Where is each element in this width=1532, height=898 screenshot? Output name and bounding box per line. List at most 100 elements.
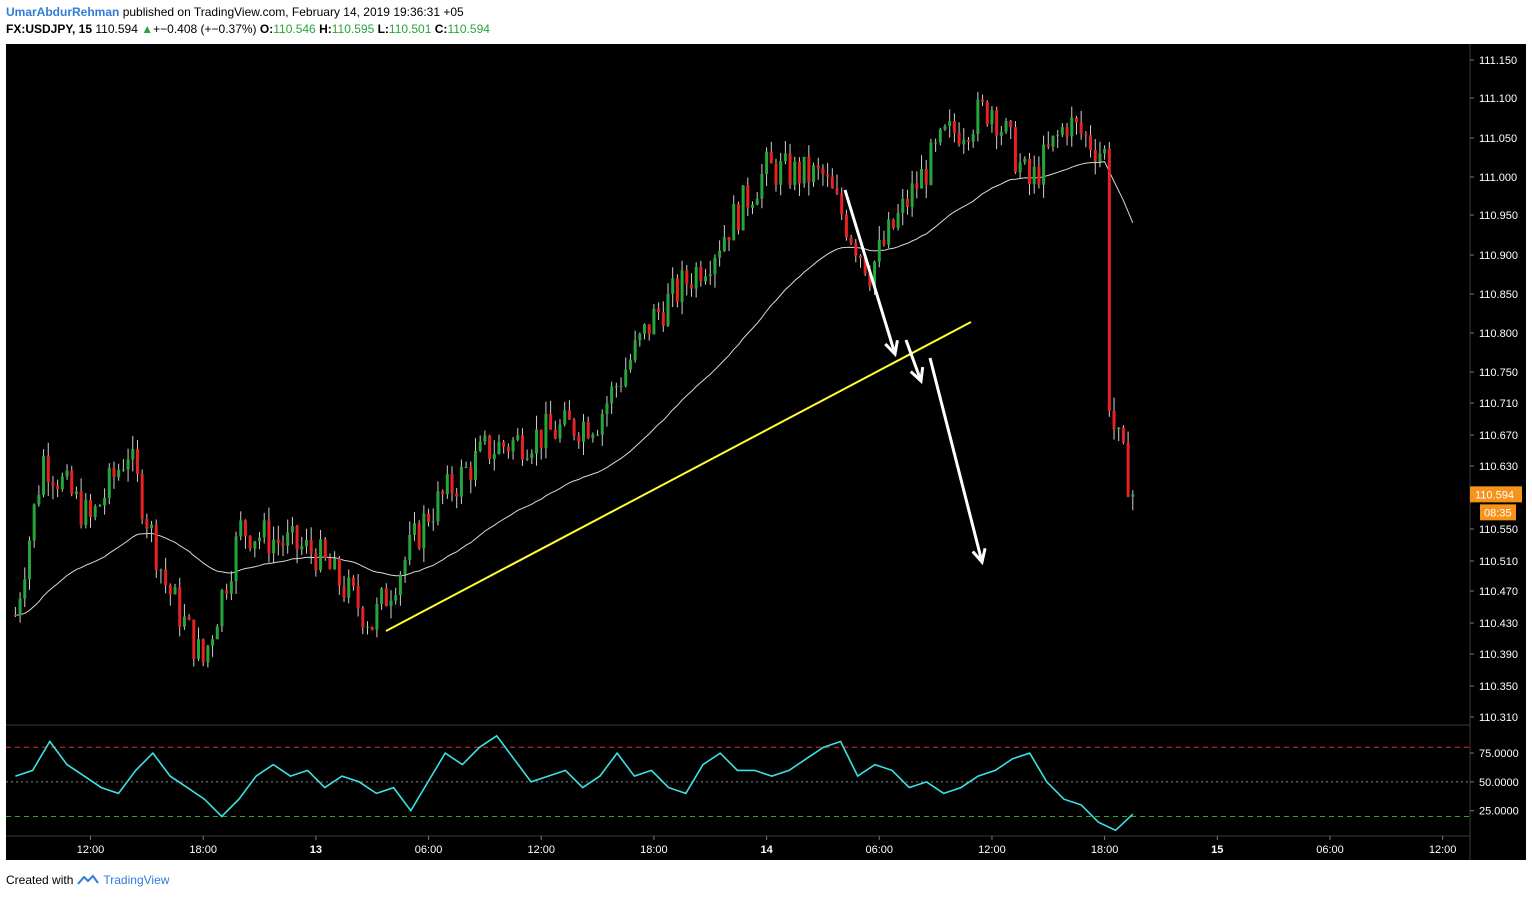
candle-up bbox=[760, 173, 764, 199]
candle-down bbox=[1112, 411, 1116, 430]
candle-down bbox=[1121, 427, 1125, 443]
candle-down bbox=[572, 419, 576, 436]
candle-up bbox=[333, 558, 337, 570]
time-tick-label: 12:00 bbox=[978, 844, 1006, 856]
candle-down bbox=[13, 615, 17, 616]
candle-down bbox=[844, 214, 848, 238]
change-value: +−0.408 (+−0.37%) bbox=[153, 22, 257, 36]
change-arrow-icon: ▲ bbox=[141, 22, 154, 36]
time-tick-label: 15 bbox=[1211, 844, 1223, 856]
rsi-tick-label: 25.0000 bbox=[1479, 806, 1519, 818]
candle-up bbox=[497, 442, 501, 454]
open-label: O: bbox=[259, 22, 274, 36]
candle-up bbox=[459, 466, 463, 497]
price-tick-label: 111.050 bbox=[1479, 133, 1517, 145]
candle-down bbox=[140, 473, 144, 520]
candle-up bbox=[558, 424, 562, 439]
candle-up bbox=[304, 539, 308, 547]
candle-down bbox=[441, 491, 445, 495]
current-price-label: 110.594 bbox=[1475, 489, 1514, 501]
candle-up bbox=[704, 276, 708, 282]
candle-down bbox=[267, 520, 271, 554]
candle-up bbox=[253, 541, 257, 549]
candle-down bbox=[854, 242, 858, 256]
candle-up bbox=[614, 386, 618, 388]
last-price: 110.594 bbox=[95, 22, 138, 36]
time-tick-label: 18:00 bbox=[640, 844, 668, 856]
time-tick-label: 12:00 bbox=[527, 844, 555, 856]
candle-down bbox=[1107, 148, 1111, 411]
publish-line: UmarAbdurRehman published on TradingView… bbox=[6, 5, 464, 19]
price-tick-label: 111.100 bbox=[1479, 93, 1517, 105]
price-tick-label: 110.800 bbox=[1479, 328, 1518, 340]
candle-down bbox=[187, 616, 191, 620]
candle-up bbox=[544, 413, 548, 448]
low-label: L: bbox=[377, 22, 389, 36]
candle-up bbox=[117, 469, 121, 477]
time-tick-label: 13 bbox=[310, 844, 322, 856]
candle-up bbox=[234, 536, 238, 582]
price-tick-label: 110.630 bbox=[1479, 461, 1518, 473]
candle-down bbox=[225, 590, 229, 594]
candle-down bbox=[1126, 442, 1130, 497]
candle-down bbox=[567, 410, 571, 420]
candle-up bbox=[258, 537, 262, 542]
candle-down bbox=[51, 482, 55, 486]
candle-up bbox=[596, 434, 600, 436]
candle-down bbox=[370, 626, 374, 630]
candle-down bbox=[276, 539, 280, 543]
candle-up bbox=[948, 120, 952, 127]
author-link[interactable]: UmarAbdurRehman bbox=[6, 5, 120, 19]
candle-up bbox=[920, 168, 924, 189]
candle-down bbox=[1089, 135, 1093, 151]
price-tick-label: 110.850 bbox=[1479, 289, 1518, 301]
candle-up bbox=[32, 504, 36, 541]
candle-down bbox=[295, 525, 299, 550]
candle-down bbox=[1093, 150, 1097, 162]
candle-down bbox=[985, 101, 989, 125]
countdown-tag bbox=[1480, 504, 1516, 521]
price-tick-label: 111.000 bbox=[1479, 172, 1517, 184]
low-value: 110.501 bbox=[388, 22, 432, 36]
moving-average-line bbox=[15, 161, 1134, 616]
tradingview-link[interactable]: TradingView bbox=[103, 873, 170, 887]
candle-down bbox=[868, 273, 872, 287]
candle-down bbox=[797, 161, 801, 184]
candle-up bbox=[220, 590, 224, 627]
trendline bbox=[385, 321, 972, 632]
candle-down bbox=[178, 587, 182, 627]
rsi-tick-label: 50.0000 bbox=[1479, 777, 1519, 789]
candle-up bbox=[492, 453, 496, 460]
ma-path bbox=[15, 161, 1134, 616]
price-tick-label: 110.950 bbox=[1479, 210, 1518, 222]
candle-down bbox=[840, 193, 844, 215]
candle-up bbox=[1032, 166, 1036, 185]
arrow-shaft bbox=[843, 189, 897, 355]
candle-down bbox=[342, 585, 346, 598]
candle-up bbox=[530, 453, 534, 459]
candle-up bbox=[107, 467, 111, 499]
countdown-label: 08:35 bbox=[1484, 507, 1512, 519]
candle-down bbox=[995, 110, 999, 136]
candle-up bbox=[628, 359, 632, 370]
price-tick-label: 110.670 bbox=[1479, 430, 1518, 442]
candle-down bbox=[1084, 133, 1088, 136]
candle-down bbox=[807, 156, 811, 183]
rsi-tick-label: 75.0000 bbox=[1479, 748, 1519, 760]
candle-up bbox=[971, 134, 975, 142]
candle-down bbox=[957, 132, 961, 145]
candle-up bbox=[464, 466, 468, 468]
time-tick-label: 18:00 bbox=[189, 844, 217, 856]
candle-up bbox=[535, 429, 539, 454]
open-value: 110.546 bbox=[273, 22, 316, 36]
candle-up bbox=[671, 278, 675, 294]
candle-down bbox=[328, 557, 332, 570]
candles bbox=[13, 91, 1135, 668]
candle-up bbox=[765, 151, 769, 174]
high-value: 110.595 bbox=[331, 22, 375, 36]
candle-down bbox=[769, 151, 773, 164]
candle-down bbox=[699, 267, 703, 282]
candle-down bbox=[417, 523, 421, 549]
candle-up bbox=[408, 534, 412, 560]
